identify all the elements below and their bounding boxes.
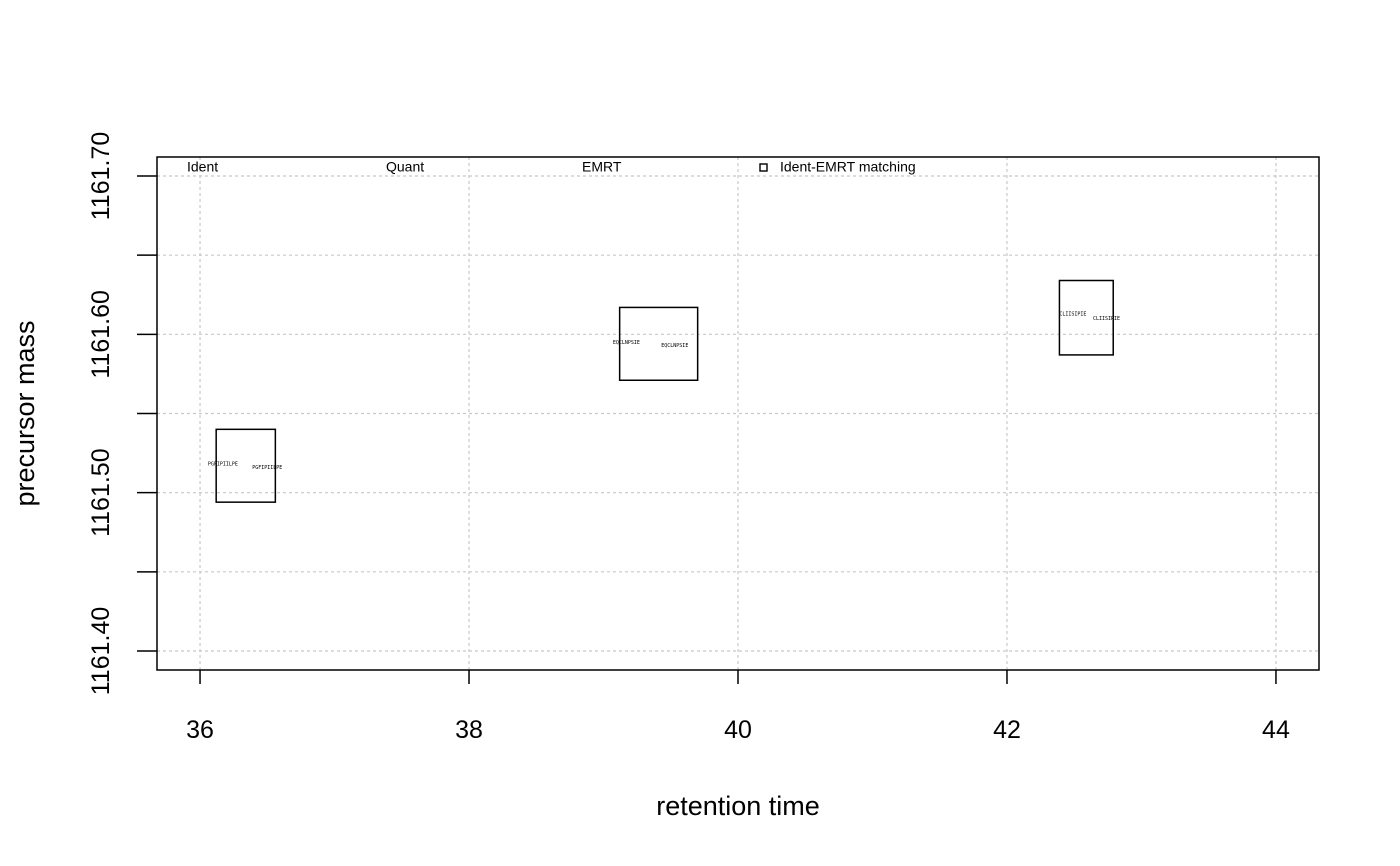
y-tick-label: 1161.50 [87,448,115,537]
y-axis-label: precursor mass [10,320,40,506]
matching-box [215,428,277,503]
legend-entry: EMRT [582,159,622,175]
y-tick-label: 1161.60 [87,290,115,379]
x-axis: 36 38 40 42 44 [186,670,1290,744]
x-tick-label: 40 [724,716,752,744]
peptide-label: PGFIPIILPE [252,465,282,471]
legend: Ident Quant EMRT Ident-EMRT matching [187,159,916,175]
peptide-label: EQCLNPSIE [661,343,688,349]
x-axis-label: retention time [656,791,820,821]
grid [157,157,1319,670]
legend-entry: Ident-EMRT matching [780,159,916,175]
peptide-label: PGFIPIILPE [208,462,238,468]
legend-entry: Quant [386,159,424,175]
peptide-label: CLIISIPIE [1093,316,1120,322]
legend-square-icon [759,163,768,172]
peptide-label: CLIISIPIE [1059,311,1086,317]
data-marks: PGFIPIILPE PGFIPIILPE EQCLNPSIE EQCLNPSIE CL… [208,279,1120,503]
y-axis: 1161.40 1161.50 1161.60 1161.70 [87,132,157,696]
y-tick-label: 1161.70 [87,132,115,221]
legend-entry: Ident [187,159,218,175]
matching-box [618,306,699,381]
y-tick-label: 1161.40 [87,607,115,696]
x-tick-label: 44 [1262,716,1290,744]
matching-box [1058,279,1114,356]
peptide-label: EQCLNPSIE [613,340,640,346]
x-tick-label: 38 [455,716,483,744]
x-tick-label: 42 [993,716,1021,744]
x-tick-label: 36 [186,716,214,744]
